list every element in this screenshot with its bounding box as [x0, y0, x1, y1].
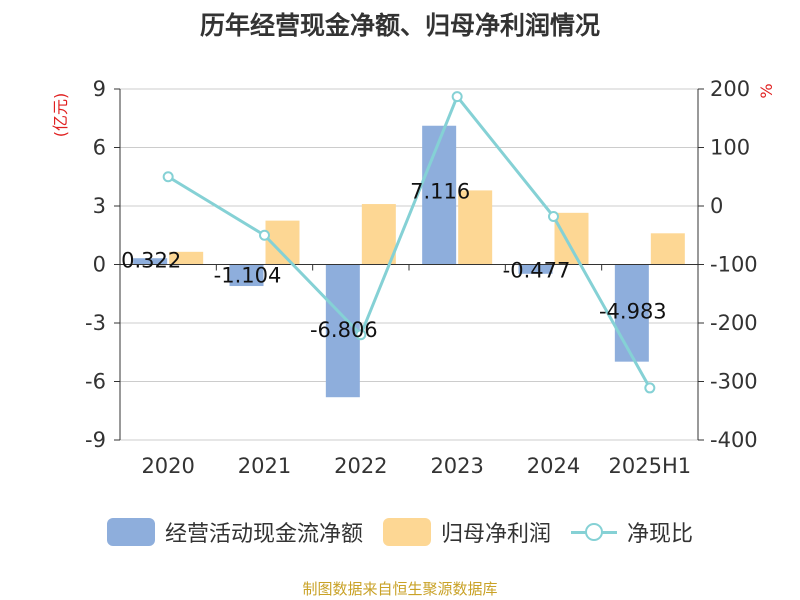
legend-swatch-netprofit — [382, 518, 431, 546]
data-label-cashflow: 7.116 — [410, 180, 470, 204]
bar-netprofit — [169, 251, 204, 265]
bar-netprofit — [361, 204, 396, 265]
x-category-label: 2023 — [430, 454, 483, 478]
ratio-point — [355, 329, 367, 341]
legend-label-ratio: 净现比 — [627, 522, 694, 547]
right-tick-label: 0 — [710, 194, 723, 218]
right-tick-label: -400 — [710, 428, 758, 452]
data-label-cashflow: -6.806 — [310, 318, 378, 342]
x-category-label: 2022 — [334, 454, 387, 478]
left-tick-label: 3 — [93, 194, 106, 218]
bar-cashflow — [518, 264, 553, 274]
legend-swatch-ratio — [571, 518, 617, 546]
legend-swatch-cashflow — [106, 518, 155, 546]
data-label-cashflow: -1.104 — [214, 264, 282, 288]
right-tick-label: -300 — [710, 370, 758, 394]
left-tick-label: -9 — [85, 428, 106, 452]
data-label-cashflow: 0.322 — [121, 249, 181, 273]
bar-cashflow — [133, 258, 168, 265]
bar-cashflow — [614, 264, 649, 362]
left-tick-label: 0 — [93, 253, 106, 277]
ratio-point — [644, 382, 656, 394]
right-tick-label: 200 — [710, 77, 750, 101]
axes: 9 6 3 0 -3 -6 -9 200 100 0 -100 -200 -300 -400 (亿元)% 20… — [51, 77, 776, 478]
bar-netprofit — [554, 212, 589, 265]
left-tick-label: 6 — [93, 136, 106, 160]
legend-item-netprofit[interactable]: 归母净利润 — [382, 516, 551, 548]
right-axis-unit: % — [757, 83, 776, 98]
left-axis-unit: (亿元) — [51, 93, 70, 138]
left-tick-label: -3 — [85, 311, 106, 335]
legend-item-ratio[interactable]: 净现比 — [571, 516, 693, 548]
bar-netprofit — [458, 190, 493, 265]
right-tick-label: -100 — [710, 253, 758, 277]
ratio-point — [259, 229, 270, 241]
source-note: 制图数据来自恒生聚源数据库 — [302, 580, 498, 598]
right-tick-label: -200 — [710, 311, 758, 335]
x-category-label: 2025H1 — [609, 454, 692, 478]
ratio-point — [162, 171, 174, 183]
legend-label-cashflow: 经营活动现金流净额 — [164, 522, 363, 547]
right-tick-label: 100 — [710, 136, 750, 160]
data-label-cashflow: -4.983 — [599, 300, 667, 324]
data-labels: 0.322 -1.104 -6.806 7.116 -0.477 -4.983 — [121, 180, 667, 342]
legend-label-netprofit: 归母净利润 — [440, 522, 551, 547]
bar-cashflow — [422, 125, 457, 265]
left-tick-label: 9 — [93, 77, 106, 101]
chart-title: 历年经营现金净额、归母净利润情况 — [199, 11, 600, 40]
data-label-cashflow: -0.477 — [503, 259, 571, 283]
legend-item-cashflow[interactable]: 经营活动现金流净额 — [106, 516, 363, 548]
ratio-point — [451, 91, 463, 103]
ratio-point — [548, 211, 559, 223]
x-category-label: 2021 — [238, 454, 291, 478]
bars — [133, 125, 685, 398]
legend: 经营活动现金流净额 归母净利润 净现比 — [0, 516, 800, 548]
left-tick-label: -6 — [85, 370, 106, 394]
x-category-label: 2024 — [527, 454, 580, 478]
line-series — [162, 91, 656, 394]
bar-cashflow — [229, 264, 264, 287]
bar-netprofit — [650, 233, 685, 265]
x-category-label: 2020 — [141, 454, 194, 478]
ratio-line — [167, 93, 652, 389]
bar-cashflow — [325, 264, 360, 398]
